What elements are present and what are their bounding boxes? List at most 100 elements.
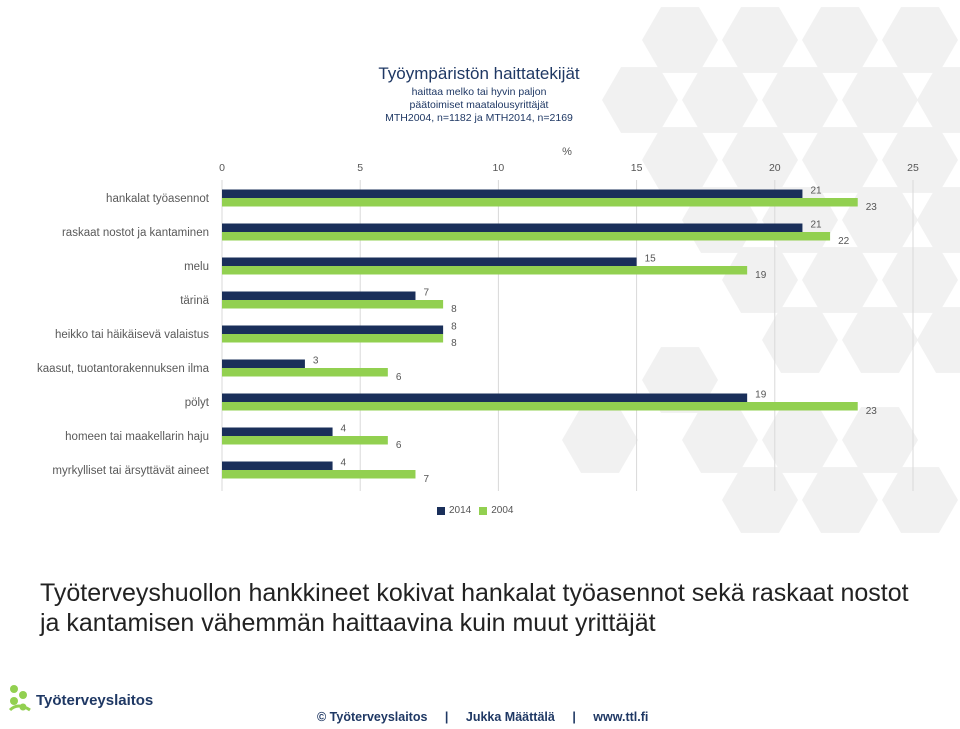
data-label-2014-4: 8 xyxy=(451,322,457,333)
bar-2004-0 xyxy=(222,198,858,207)
background-hexagon-22 xyxy=(917,307,960,373)
background-hexagon-8 xyxy=(917,67,960,133)
x-tick-label-20: 20 xyxy=(769,162,781,174)
slide-headline: Työterveyshuollon hankkineet kokivat han… xyxy=(40,579,909,637)
bar-2004-4 xyxy=(222,334,444,343)
data-label-2004-1: 22 xyxy=(838,236,850,247)
x-tick-label-0: 0 xyxy=(219,162,225,174)
bar-2014-8 xyxy=(222,461,333,470)
bar-2004-7 xyxy=(222,436,388,445)
bar-2014-1 xyxy=(222,223,803,232)
data-label-2004-7: 6 xyxy=(396,440,402,451)
bar-chart: 0 5 10 15 20 25 hankalat työasennot 21 23 raskaat… xyxy=(37,162,919,491)
legend-item-2014: 2014 xyxy=(437,505,471,516)
background-hexagon-25 xyxy=(842,407,918,473)
chart-subtitle-line-1: haittaa melko tai hyvin paljon xyxy=(411,86,547,98)
chart-subtitle-line-3: MTH2004, n=1182 ja MTH2014, n=2169 xyxy=(385,112,573,124)
category-label-3: tärinä xyxy=(180,295,209,307)
bar-2014-3 xyxy=(222,291,416,300)
legend-swatch-2014 xyxy=(437,506,445,515)
background-hexagon-3 xyxy=(882,7,958,73)
x-tick-label-15: 15 xyxy=(631,162,643,174)
background-hexagon-9 xyxy=(642,127,718,193)
background-hexagon-15 xyxy=(842,187,918,253)
background-hexagon-21 xyxy=(842,307,918,373)
bar-2004-2 xyxy=(222,266,748,275)
x-tick-label-10: 10 xyxy=(493,162,505,174)
background-hexagon-1 xyxy=(722,7,798,73)
background-hexagon-5 xyxy=(682,67,758,133)
data-label-2014-6: 19 xyxy=(755,390,767,401)
data-label-2014-7: 4 xyxy=(341,424,347,435)
background-hexagon-12 xyxy=(882,127,958,193)
ttl-logo-icon xyxy=(8,685,31,712)
background-hexagon-18 xyxy=(802,247,878,313)
background-hexagon-16 xyxy=(917,187,960,253)
bar-2014-0 xyxy=(222,189,803,198)
data-label-2004-2: 19 xyxy=(755,270,767,281)
footer: © Työterveyslaitos | Jukka Määttälä | ww… xyxy=(317,710,648,724)
background-hexagon-10 xyxy=(722,127,798,193)
chart-subtitle-line-2: päätoimiset maatalousyrittäjät xyxy=(409,99,549,111)
background-hexagon-28 xyxy=(882,467,958,533)
data-label-2014-2: 15 xyxy=(645,254,657,265)
data-label-2014-8: 4 xyxy=(341,458,347,469)
bar-2014-2 xyxy=(222,257,637,266)
category-label-4: heikko tai häikäisevä valaistus xyxy=(55,329,209,341)
category-label-2: melu xyxy=(184,261,209,273)
bar-2004-3 xyxy=(222,300,444,309)
x-tick-label-25: 25 xyxy=(907,162,919,174)
footer-separator-2: | xyxy=(572,710,576,724)
background-hexagon-27 xyxy=(802,467,878,533)
legend-swatch-2004 xyxy=(479,506,488,515)
footer-author: Jukka Määttälä xyxy=(465,710,555,724)
background-hexagon-4 xyxy=(602,67,678,133)
bar-2004-5 xyxy=(222,368,388,377)
x-tick-label-5: 5 xyxy=(357,162,363,174)
bar-2004-1 xyxy=(222,232,831,241)
chart-title: Työympäristön haittatekijät xyxy=(378,64,580,83)
category-label-5: kaasut, tuotantorakennuksen ilma xyxy=(37,363,210,375)
chart-subtitle: haittaa melko tai hyvin paljon päätoimis… xyxy=(222,86,736,125)
category-label-1: raskaat nostot ja kantaminen xyxy=(62,227,209,239)
bar-2004-8 xyxy=(222,470,416,479)
background-hexagon-7 xyxy=(842,67,918,133)
legend-label-2004: 2004 xyxy=(491,505,514,516)
background-hexagon-17 xyxy=(722,247,798,313)
data-label-2004-0: 23 xyxy=(866,202,878,213)
data-label-2004-8: 7 xyxy=(423,474,429,485)
bar-2014-7 xyxy=(222,427,333,436)
background-hexagon-0 xyxy=(642,7,718,73)
category-label-6: pölyt xyxy=(185,397,210,409)
bar-2014-5 xyxy=(222,359,305,368)
background-hexagon-6 xyxy=(762,67,838,133)
category-label-0: hankalat työasennot xyxy=(106,193,210,205)
data-label-2014-3: 7 xyxy=(423,288,429,299)
chart-legend: 2014 2004 xyxy=(437,505,514,516)
background-hexagon-23 xyxy=(682,407,758,473)
legend-label-2014: 2014 xyxy=(449,505,472,516)
data-label-2004-3: 8 xyxy=(451,304,457,315)
data-label-2014-0: 21 xyxy=(810,186,822,197)
ttl-logo: Työterveyslaitos xyxy=(6,680,156,720)
background-hexagon-26 xyxy=(722,467,798,533)
footer-separator-1: | xyxy=(444,710,449,724)
footer-url[interactable]: www.ttl.fi xyxy=(593,710,649,724)
background-hexagon-24 xyxy=(762,407,838,473)
logo-text: Työterveyslaitos xyxy=(36,692,154,709)
data-label-2004-4: 8 xyxy=(451,338,457,349)
data-label-2004-6: 23 xyxy=(866,406,878,417)
background-hexagon-2 xyxy=(802,7,878,73)
footer-copyright: © Työterveyslaitos xyxy=(317,710,428,724)
background-hexagon-11 xyxy=(802,127,878,193)
x-axis-label: % xyxy=(562,146,572,158)
data-label-2014-1: 21 xyxy=(810,220,822,231)
bar-2014-4 xyxy=(222,325,444,334)
background-hexagon-30 xyxy=(562,407,638,473)
category-label-8: myrkylliset tai ärsyttävät aineet xyxy=(52,465,209,477)
background-hexagon-20 xyxy=(762,307,838,373)
category-label-7: homeen tai maakellarin haju xyxy=(65,431,209,443)
bar-2014-6 xyxy=(222,393,748,402)
bar-2004-6 xyxy=(222,402,858,411)
legend-item-2004: 2004 xyxy=(479,505,514,516)
